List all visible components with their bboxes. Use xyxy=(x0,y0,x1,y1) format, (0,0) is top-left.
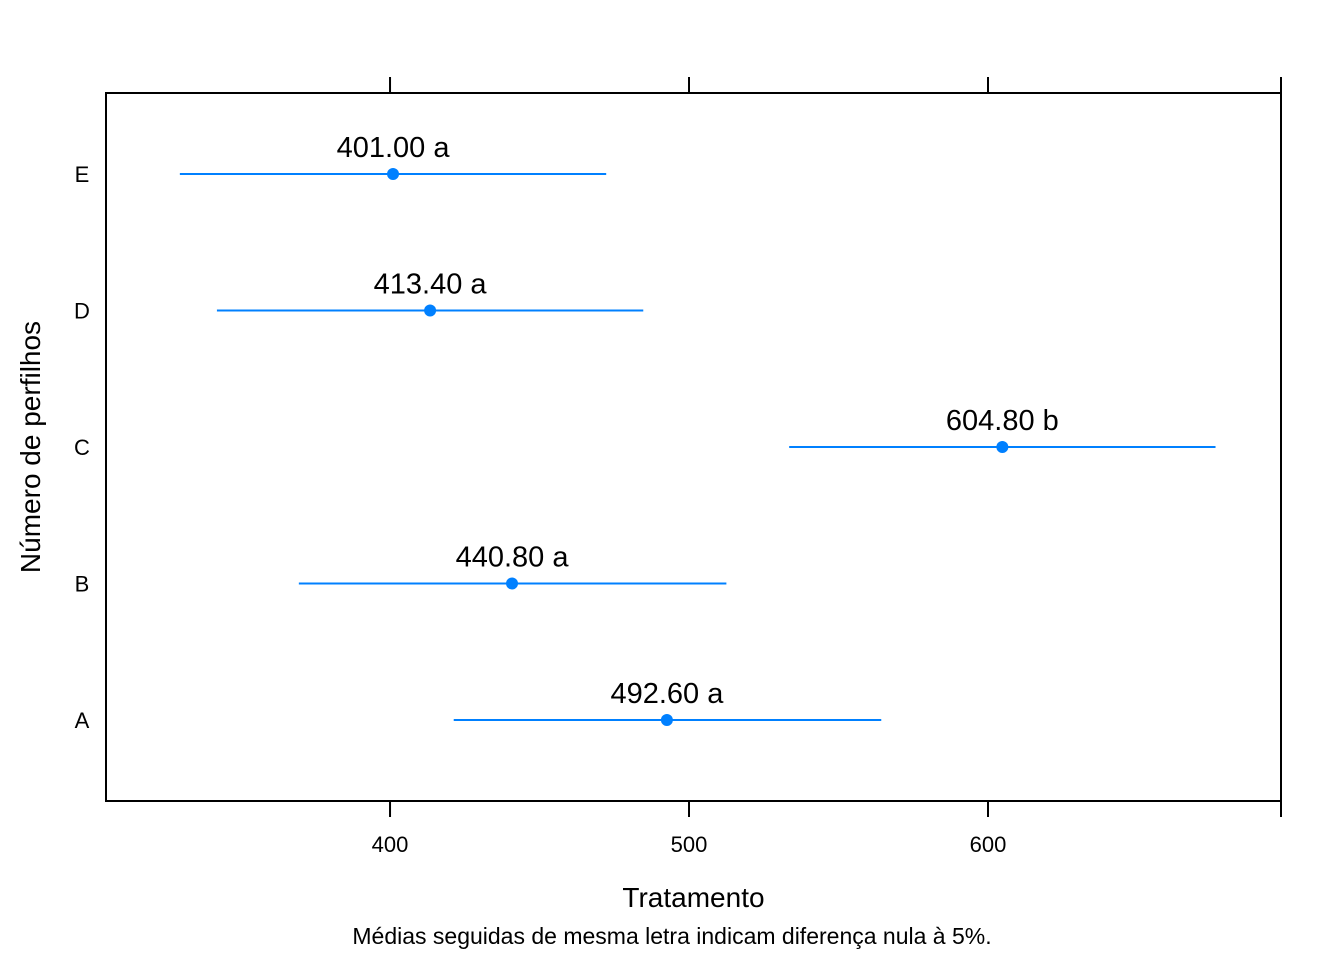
x-tick-label: 600 xyxy=(970,832,1007,857)
mean-point xyxy=(387,168,400,180)
series-row-d: 413.40 a xyxy=(216,269,644,317)
mean-point xyxy=(424,304,437,317)
mean-point xyxy=(660,714,673,726)
y-tick-label: B xyxy=(75,572,90,597)
series-intervals: 492.60 a 440.80 a 604.80 b 413.40 a 401.00 a xyxy=(179,132,1216,726)
data-label: 492.60 a xyxy=(610,678,724,710)
y-tick-label: E xyxy=(75,162,90,187)
data-label: 604.80 b xyxy=(946,405,1059,437)
data-label: 413.40 a xyxy=(374,269,488,301)
y-tick-label: A xyxy=(75,708,90,733)
x-axis-title: Tratamento xyxy=(622,882,764,913)
plot-panel xyxy=(105,92,1282,802)
mean-point xyxy=(506,577,519,590)
series-row-e: 401.00 a xyxy=(179,132,607,180)
y-tick-label: C xyxy=(74,435,90,460)
y-tick-label: D xyxy=(74,299,90,324)
series-row-b: 440.80 a xyxy=(298,542,727,590)
data-label: 401.00 a xyxy=(337,132,451,164)
series-row-a: 492.60 a xyxy=(453,678,882,726)
x-tick-label: 400 xyxy=(372,832,409,857)
data-label: 440.80 a xyxy=(456,542,570,574)
series-row-c: 604.80 b xyxy=(789,405,1216,453)
y-tick-labels: A B C D E xyxy=(74,162,90,733)
x-ticks: 400 500 600 xyxy=(372,77,1282,857)
x-tick-label: 500 xyxy=(671,832,708,857)
mean-point xyxy=(996,441,1009,453)
chart-caption: Médias seguidas de mesma letra indicam d… xyxy=(352,923,991,949)
y-axis-title: Número de perfilhos xyxy=(15,321,46,573)
